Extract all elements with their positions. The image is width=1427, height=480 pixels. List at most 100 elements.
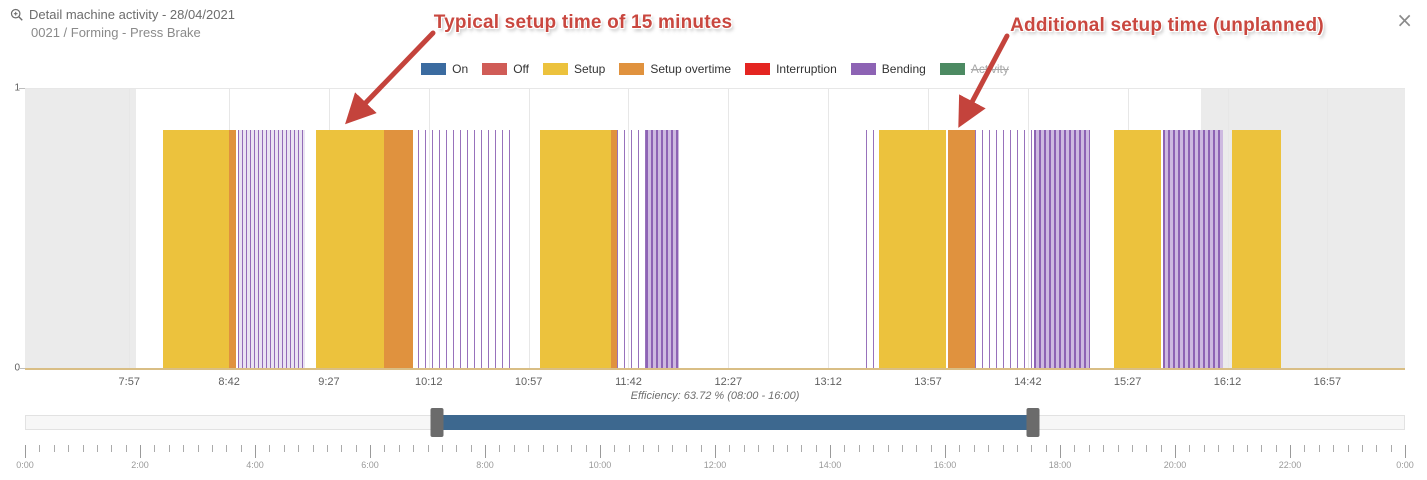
gridline: [529, 88, 530, 369]
ruler-minor-tick: [873, 445, 874, 452]
x-axis-tick-label: 14:42: [1014, 376, 1042, 388]
ruler-major-tick: [1175, 445, 1176, 458]
annotation-additional-setup: Additional setup time (unplanned): [1010, 15, 1324, 37]
ruler-minor-tick: [54, 445, 55, 452]
chart-subtitle: 0021 / Forming - Press Brake: [31, 25, 235, 40]
legend-item-off[interactable]: Off: [482, 62, 529, 76]
ruler-minor-tick: [1017, 445, 1018, 452]
segment-bending[interactable]: [1034, 130, 1089, 369]
navigator-right-handle[interactable]: [1027, 408, 1040, 437]
ruler-label: 0:00: [1396, 460, 1414, 470]
ruler-minor-tick: [1362, 445, 1363, 452]
ruler-major-tick: [600, 445, 601, 458]
ruler-minor-tick: [543, 445, 544, 452]
ruler-major-tick: [485, 445, 486, 458]
ruler-minor-tick: [816, 445, 817, 452]
ruler-minor-tick: [1218, 445, 1219, 452]
x-axis-tick-label: 13:57: [914, 376, 942, 388]
ruler-minor-tick: [226, 445, 227, 452]
segment-setup-overtime[interactable]: [229, 130, 236, 369]
ruler-minor-tick: [1304, 445, 1305, 452]
navigator-left-handle[interactable]: [431, 408, 444, 437]
close-icon[interactable]: ×: [1396, 10, 1413, 30]
legend-item-setup[interactable]: Setup: [543, 62, 605, 76]
ruler-minor-tick: [1103, 445, 1104, 452]
ruler-minor-tick: [1046, 445, 1047, 452]
ruler-minor-tick: [83, 445, 84, 452]
ruler-minor-tick: [844, 445, 845, 452]
segment-setup[interactable]: [1232, 130, 1281, 369]
legend-item-activity[interactable]: Activity: [940, 62, 1009, 76]
legend-swatch-off: [482, 63, 507, 75]
ruler-minor-tick: [672, 445, 673, 452]
ruler-minor-tick: [1161, 445, 1162, 452]
x-axis-tick-label: 15:27: [1114, 376, 1142, 388]
legend-label: Off: [513, 62, 529, 76]
ruler-minor-tick: [758, 445, 759, 452]
segment-bending[interactable]: [238, 130, 305, 369]
segment-bending[interactable]: [418, 130, 516, 369]
segment-setup[interactable]: [163, 130, 230, 369]
x-axis-labels: 7:578:429:2710:1210:5711:4212:2713:1213:…: [25, 376, 1405, 390]
navigator-selected-range[interactable]: [437, 415, 1033, 430]
ruler-minor-tick: [916, 445, 917, 452]
ruler-minor-tick: [1391, 445, 1392, 452]
ruler-label: 14:00: [819, 460, 842, 470]
legend-label: Activity: [971, 62, 1009, 76]
legend-item-setup-overtime[interactable]: Setup overtime: [619, 62, 731, 76]
ruler-minor-tick: [1247, 445, 1248, 452]
ruler-minor-tick: [198, 445, 199, 452]
ruler-minor-tick: [557, 445, 558, 452]
legend-item-bending[interactable]: Bending: [851, 62, 926, 76]
legend-item-on[interactable]: On: [421, 62, 468, 76]
x-axis-tick-label: 16:12: [1214, 376, 1242, 388]
ruler-minor-tick: [801, 445, 802, 452]
ruler-minor-tick: [1132, 445, 1133, 452]
segment-setup[interactable]: [316, 130, 385, 369]
segment-bending[interactable]: [866, 130, 875, 369]
ruler-minor-tick: [399, 445, 400, 452]
segment-bending[interactable]: [617, 130, 646, 369]
legend-label: On: [452, 62, 468, 76]
segment-setup[interactable]: [879, 130, 946, 369]
ruler-minor-tick: [974, 445, 975, 452]
ruler-minor-tick: [658, 445, 659, 452]
segment-bending[interactable]: [646, 130, 679, 369]
ruler-minor-tick: [586, 445, 587, 452]
ruler-minor-tick: [729, 445, 730, 452]
segment-setup-overtime[interactable]: [948, 130, 975, 369]
ruler-major-tick: [945, 445, 946, 458]
ruler-minor-tick: [169, 445, 170, 452]
x-axis-tick-label: 12:27: [715, 376, 743, 388]
segment-setup-overtime[interactable]: [384, 130, 413, 369]
ruler-minor-tick: [97, 445, 98, 452]
legend-swatch-setup-overtime: [619, 63, 644, 75]
ruler-minor-tick: [1333, 445, 1334, 452]
ruler-minor-tick: [773, 445, 774, 452]
x-axis-tick-label: 7:57: [119, 376, 140, 388]
ruler-major-tick: [370, 445, 371, 458]
ruler-minor-tick: [787, 445, 788, 452]
gridline-top: [25, 88, 1405, 89]
x-axis-tick-label: 13:12: [814, 376, 842, 388]
ruler-minor-tick: [499, 445, 500, 452]
plot-area: [25, 88, 1405, 369]
legend-item-interruption[interactable]: Interruption: [745, 62, 837, 76]
legend-label: Bending: [882, 62, 926, 76]
segment-setup-overtime[interactable]: [611, 130, 618, 369]
ruler-minor-tick: [269, 445, 270, 452]
ruler-minor-tick: [1189, 445, 1190, 452]
segment-setup[interactable]: [540, 130, 611, 369]
ruler-minor-tick: [1074, 445, 1075, 452]
segment-bending[interactable]: [975, 130, 1035, 369]
ruler-minor-tick: [442, 445, 443, 452]
legend-label: Setup overtime: [650, 62, 731, 76]
x-axis-tick-label: 11:42: [615, 376, 642, 388]
ruler-minor-tick: [241, 445, 242, 452]
ruler-label: 20:00: [1164, 460, 1187, 470]
segment-bending[interactable]: [1163, 130, 1223, 369]
segment-setup[interactable]: [1114, 130, 1161, 369]
ruler-minor-tick: [1003, 445, 1004, 452]
machine-activity-chart: Detail machine activity - 28/04/2021 002…: [0, 0, 1427, 480]
ruler-minor-tick: [298, 445, 299, 452]
